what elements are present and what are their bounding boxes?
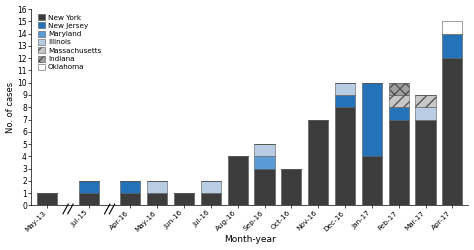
Bar bbox=[37, 193, 57, 205]
Bar bbox=[335, 83, 355, 95]
Bar bbox=[147, 193, 167, 205]
Bar bbox=[120, 193, 140, 205]
Bar bbox=[201, 181, 221, 193]
Bar bbox=[442, 58, 463, 206]
Bar bbox=[201, 193, 221, 205]
Bar bbox=[335, 107, 355, 206]
Bar bbox=[255, 144, 274, 156]
Bar bbox=[147, 181, 167, 193]
Bar bbox=[389, 95, 409, 107]
Bar bbox=[389, 83, 409, 95]
Bar bbox=[335, 95, 355, 107]
Bar bbox=[415, 120, 436, 206]
Bar bbox=[308, 120, 328, 206]
Y-axis label: No. of cases: No. of cases bbox=[6, 82, 15, 133]
Bar bbox=[442, 21, 463, 34]
Bar bbox=[362, 83, 382, 156]
Bar bbox=[255, 156, 274, 168]
Bar bbox=[389, 107, 409, 120]
Bar bbox=[415, 107, 436, 120]
Bar bbox=[174, 193, 194, 205]
Bar bbox=[255, 168, 274, 205]
X-axis label: Month-year: Month-year bbox=[224, 236, 276, 244]
Bar bbox=[442, 34, 463, 58]
Bar bbox=[415, 95, 436, 107]
Legend: New York, New Jersey, Maryland, Illinois, Massachusetts, Indiana, Oklahoma: New York, New Jersey, Maryland, Illinois… bbox=[37, 13, 102, 72]
Bar bbox=[362, 156, 382, 206]
Bar bbox=[389, 120, 409, 206]
Bar bbox=[228, 156, 248, 206]
Bar bbox=[120, 181, 140, 193]
Bar bbox=[79, 181, 99, 193]
Bar bbox=[281, 168, 301, 205]
Bar bbox=[79, 193, 99, 205]
